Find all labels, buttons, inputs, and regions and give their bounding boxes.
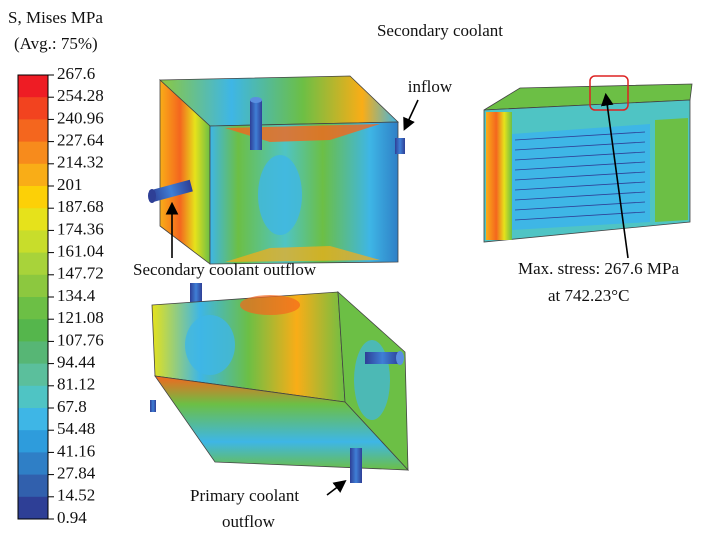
legend-label: 94.44 <box>57 353 96 372</box>
legend-swatch <box>18 319 48 342</box>
legend-swatch <box>18 142 48 165</box>
legend-swatch <box>18 119 48 142</box>
legend-label: 214.32 <box>57 153 104 172</box>
legend-label: 107.76 <box>57 330 104 349</box>
legend-label: 240.96 <box>57 108 104 127</box>
annotation: Primary coolant <box>190 486 299 505</box>
legend-label: 147.72 <box>57 264 104 283</box>
model-view-bottom <box>150 283 408 483</box>
legend-swatch <box>18 430 48 453</box>
legend-label: 121.08 <box>57 308 104 327</box>
legend-swatch <box>18 408 48 431</box>
legend-swatch <box>18 452 48 475</box>
legend-swatch <box>18 164 48 187</box>
legend-swatch <box>18 230 48 253</box>
legend-label: 67.8 <box>57 397 87 416</box>
legend-label: 81.12 <box>57 375 95 394</box>
annotation: outflow <box>222 512 276 531</box>
legend-label: 27.84 <box>57 464 96 483</box>
legend-label: 0.94 <box>57 508 87 527</box>
legend-label: 254.28 <box>57 86 104 105</box>
arrow <box>327 482 344 495</box>
legend-swatch <box>18 208 48 231</box>
model-view-top <box>148 76 405 264</box>
legend-swatch <box>18 497 48 520</box>
arrow <box>405 100 418 128</box>
legend-subtitle: (Avg.: 75%) <box>14 34 98 53</box>
legend-label: 174.36 <box>57 219 104 238</box>
legend-swatch <box>18 253 48 276</box>
legend-swatch <box>18 75 48 98</box>
model-view-section <box>484 76 692 242</box>
annotation: Secondary coolant <box>377 21 503 40</box>
figure: S, Mises MPa (Avg.: 75%) 267.6 254.28 240.… <box>0 0 712 538</box>
legend-label: 134.4 <box>57 286 96 305</box>
legend-swatch <box>18 297 48 320</box>
annotation: Secondary coolant outflow <box>133 260 317 279</box>
annotation: Max. stress: 267.6 MPa <box>518 259 679 278</box>
legend-label: 161.04 <box>57 242 104 261</box>
legend: 267.6 254.28 240.96 227.64 214.32 201 187.68 17… <box>18 64 104 527</box>
legend-title: S, Mises MPa <box>8 8 103 27</box>
legend-swatch <box>18 341 48 364</box>
legend-swatch <box>18 97 48 120</box>
legend-swatch <box>18 364 48 387</box>
legend-label: 187.68 <box>57 197 104 216</box>
legend-swatch <box>18 475 48 498</box>
legend-label: 14.52 <box>57 486 95 505</box>
legend-label: 201 <box>57 175 83 194</box>
annotation: at 742.23°C <box>548 286 629 305</box>
legend-label: 54.48 <box>57 419 95 438</box>
legend-label: 267.6 <box>57 64 95 83</box>
legend-swatch <box>18 275 48 298</box>
legend-swatch <box>18 186 48 209</box>
legend-label: 227.64 <box>57 131 104 150</box>
legend-swatch <box>18 386 48 409</box>
legend-label: 41.16 <box>57 441 95 460</box>
annotation: inflow <box>408 77 453 96</box>
